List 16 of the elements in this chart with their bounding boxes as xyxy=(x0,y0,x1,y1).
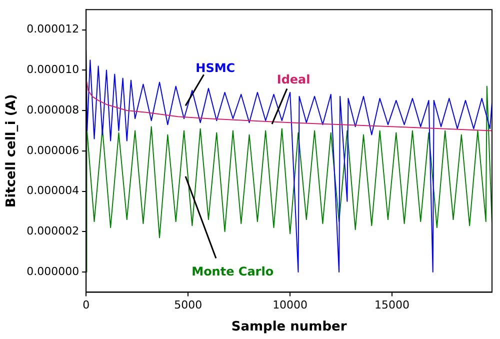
x-tick-label: 15000 xyxy=(374,298,410,312)
text: Ideal xyxy=(276,72,310,86)
series-label: HSMC xyxy=(196,61,236,76)
y-tick-label: 0.000004 xyxy=(26,184,80,198)
y-tick-label: 0.000000 xyxy=(26,264,80,278)
x-tick-label: 10000 xyxy=(272,298,308,312)
x-axis-title: Sample number xyxy=(231,320,348,335)
y-tick-label: 0.000010 xyxy=(26,63,80,76)
y-axis-title: Bitcell cell_i (A) xyxy=(4,94,20,208)
y-tick-label: 0.000008 xyxy=(26,103,80,116)
y-tick-label: 0.000012 xyxy=(26,22,80,36)
y-tick-label: 0.000006 xyxy=(26,144,80,157)
x-tick-label: 5000 xyxy=(174,298,202,312)
text: Monte Carlo xyxy=(192,264,274,279)
x-tick-label: 0 xyxy=(82,298,90,312)
y-tick-label: 0.000002 xyxy=(26,224,80,238)
